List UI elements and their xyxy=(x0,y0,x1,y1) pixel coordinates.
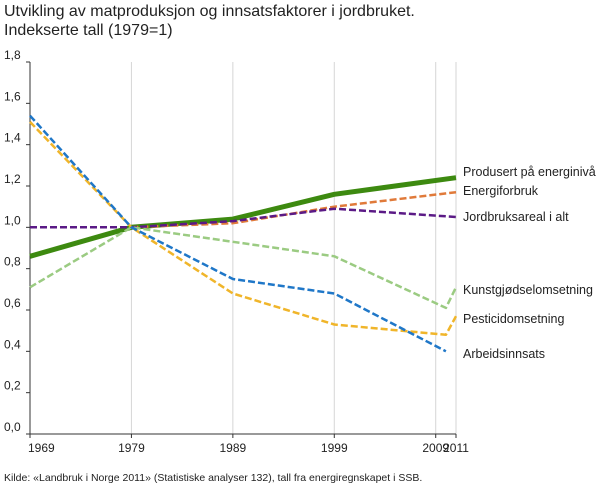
series-label-0: Produsert på energinivå xyxy=(463,165,596,179)
series-labels: Produsert på energinivå Energiforbruk Jord… xyxy=(463,165,596,361)
y-tick-label: 1,0 xyxy=(4,213,21,227)
y-tick-label: 0,4 xyxy=(4,337,21,351)
y-tick-label: 1,4 xyxy=(4,131,21,145)
series-label-3: Kunstgjødselomsetning xyxy=(463,283,593,297)
chart-title-line1: Utvikling av matproduksjon og innsatsfak… xyxy=(4,3,415,20)
x-tick-label: 1979 xyxy=(118,441,145,455)
series-lines xyxy=(29,114,458,353)
axes: 0,0 0,2 0,4 0,6 0,8 1,0 1,2 1,4 1,6 1,8 1969 1979 19… xyxy=(4,48,469,455)
x-tick-label: 2011 xyxy=(443,441,469,455)
y-tick-label: 1,8 xyxy=(4,48,21,62)
series-line-5 xyxy=(29,114,447,353)
series-label-5: Arbeidsinnsats xyxy=(463,347,545,361)
x-tick-label: 2009 xyxy=(422,441,449,455)
source-note: Kilde: «Landbruk i Norge 2011» (Statisti… xyxy=(4,472,423,484)
series-label-4: Pesticidomsetning xyxy=(463,312,564,326)
series-line-0 xyxy=(29,175,457,259)
chart-title: Utvikling av matproduksjon og innsatsfak… xyxy=(4,2,415,40)
y-tick-label: 0,6 xyxy=(4,296,21,310)
x-tick-label: 1999 xyxy=(321,441,348,455)
series-label-1: Energiforbruk xyxy=(463,184,539,198)
x-tick-label: 1989 xyxy=(220,441,247,455)
x-tick-label: 1969 xyxy=(28,441,55,455)
chart-title-line2: Indekserte tall (1979=1) xyxy=(4,22,173,39)
y-tick-label: 0,8 xyxy=(4,255,21,269)
y-tick-label: 0,2 xyxy=(4,379,21,393)
y-tick-label: 0,0 xyxy=(4,420,21,434)
y-tick-label: 1,6 xyxy=(4,89,21,103)
series-line-3 xyxy=(29,226,458,310)
series-line-2 xyxy=(30,207,457,229)
y-tick-label: 1,2 xyxy=(4,172,21,186)
grid-lines xyxy=(130,62,457,434)
series-label-2: Jordbruksareal i alt xyxy=(463,210,569,224)
